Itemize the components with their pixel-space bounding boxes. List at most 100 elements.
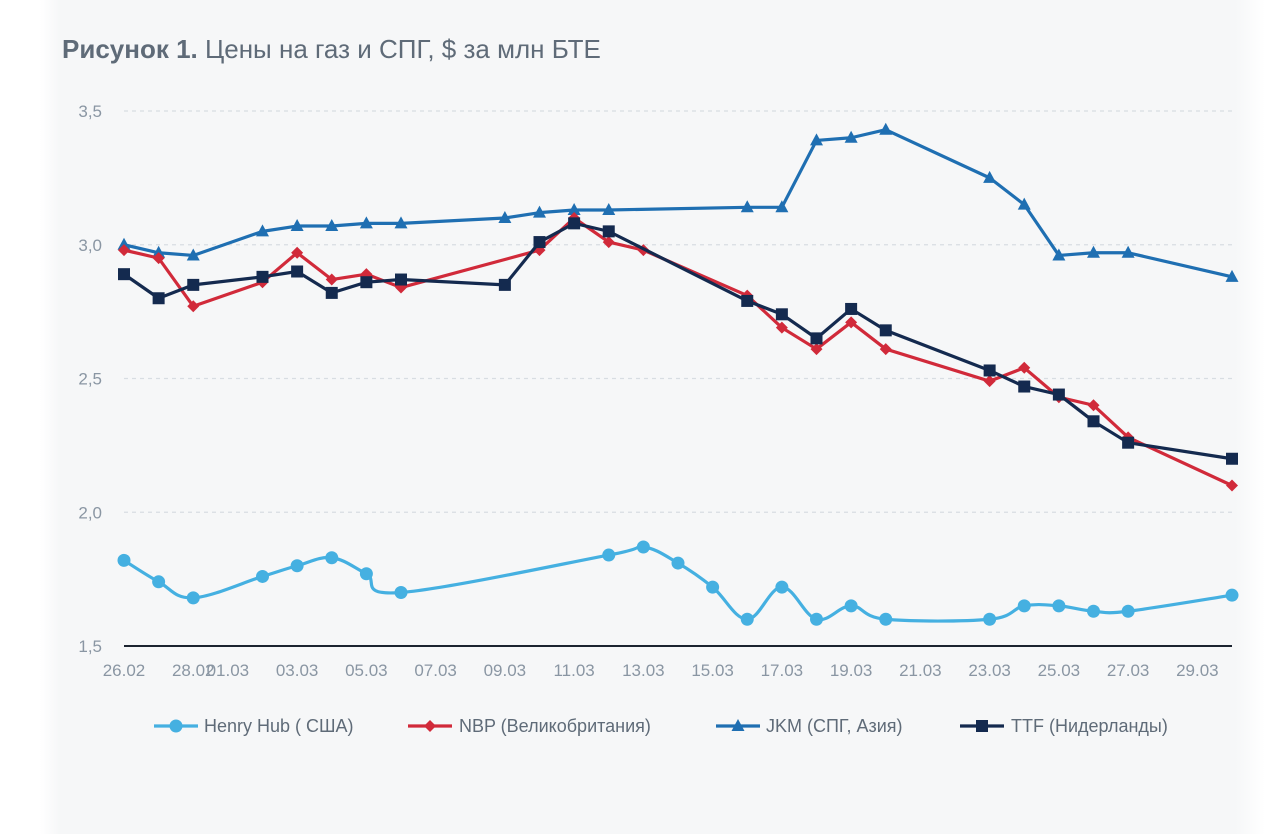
legend-item: JKM (СПГ, Азия) xyxy=(716,716,903,736)
data-point xyxy=(117,553,131,567)
data-point xyxy=(636,540,650,554)
data-point xyxy=(1017,599,1031,613)
data-point xyxy=(152,252,165,265)
data-point xyxy=(360,276,373,289)
data-point xyxy=(879,612,893,626)
data-point xyxy=(845,316,858,329)
data-point xyxy=(568,217,581,230)
data-point xyxy=(186,591,200,605)
data-point xyxy=(1087,245,1100,258)
x-tick-label: 15.03 xyxy=(691,661,734,680)
x-tick-label: 23.03 xyxy=(968,661,1011,680)
x-tick-label: 01.03 xyxy=(207,661,250,680)
data-point xyxy=(602,236,615,249)
data-point xyxy=(291,265,304,278)
y-tick-label: 2,5 xyxy=(78,370,102,389)
x-tick-label: 19.03 xyxy=(830,661,873,680)
data-point xyxy=(1018,380,1031,393)
data-point xyxy=(983,170,997,183)
x-tick-label: 09.03 xyxy=(484,661,527,680)
x-tick-label: 27.03 xyxy=(1107,661,1150,680)
x-tick-label: 11.03 xyxy=(553,661,594,680)
data-point xyxy=(706,580,720,594)
data-point xyxy=(983,375,996,388)
chart-title: Рисунок 1. Цены на газ и СПГ, $ за млн Б… xyxy=(62,34,601,65)
data-point xyxy=(325,273,338,286)
data-point xyxy=(152,292,165,305)
y-tick-label: 3,0 xyxy=(78,236,102,255)
legend-label: TTF (Нидерланды) xyxy=(1011,716,1168,736)
data-point xyxy=(845,302,858,315)
data-point xyxy=(983,612,997,626)
data-point xyxy=(290,559,304,573)
legend-item: NBP (Великобритания) xyxy=(408,716,651,736)
data-point xyxy=(775,580,789,594)
data-point xyxy=(1087,604,1100,618)
data-point xyxy=(983,364,996,377)
title-text: Цены на газ и СПГ, $ за млн БТЕ xyxy=(205,34,601,64)
data-point xyxy=(359,567,373,581)
data-point xyxy=(1225,588,1239,602)
x-tick-label: 28.02 xyxy=(172,661,215,680)
data-point xyxy=(810,343,823,356)
data-point xyxy=(1122,436,1135,449)
data-point xyxy=(152,245,166,258)
data-point xyxy=(810,332,823,345)
data-point xyxy=(290,219,304,232)
data-point xyxy=(394,586,408,599)
data-point xyxy=(844,599,858,613)
legend-marker xyxy=(424,720,436,732)
data-point xyxy=(187,278,200,291)
data-point xyxy=(1018,361,1031,374)
y-tick-label: 2,0 xyxy=(78,503,102,522)
data-point xyxy=(671,556,685,570)
data-point xyxy=(844,130,858,143)
data-point xyxy=(187,300,200,313)
data-point xyxy=(1121,245,1135,258)
data-point xyxy=(602,202,616,215)
legend-marker xyxy=(731,719,745,731)
data-point xyxy=(1226,452,1238,465)
data-point xyxy=(740,200,754,213)
data-point xyxy=(1017,197,1031,210)
figure-number: Рисунок 1. xyxy=(62,34,198,64)
data-point xyxy=(256,569,269,583)
data-point xyxy=(775,308,788,321)
legend-marker xyxy=(976,720,988,732)
data-point xyxy=(1052,599,1066,613)
data-point xyxy=(325,219,339,232)
series-line xyxy=(122,128,1234,279)
x-tick-label: 21.03 xyxy=(899,661,942,680)
legend-label: JKM (СПГ, Азия) xyxy=(766,716,903,736)
data-point xyxy=(256,270,269,283)
data-point xyxy=(741,294,754,307)
data-point xyxy=(394,216,408,229)
data-point xyxy=(1052,388,1065,401)
series-triangle xyxy=(117,122,1239,282)
data-point xyxy=(1052,248,1066,261)
data-point xyxy=(291,246,304,259)
data-point xyxy=(1087,415,1100,428)
x-tick-label: 07.03 xyxy=(414,661,457,680)
y-tick-label: 3,5 xyxy=(78,102,102,121)
series-line xyxy=(122,216,1234,488)
data-point xyxy=(359,216,373,229)
data-point xyxy=(810,133,823,146)
data-point xyxy=(775,200,789,213)
data-point xyxy=(1087,399,1100,412)
data-point xyxy=(325,551,339,565)
legend-item: TTF (Нидерланды) xyxy=(960,716,1168,736)
data-point xyxy=(740,612,754,626)
data-point xyxy=(879,122,893,135)
data-point xyxy=(879,343,892,356)
data-point xyxy=(602,548,616,562)
data-point xyxy=(567,202,581,215)
legend-label: NBP (Великобритания) xyxy=(459,716,651,736)
data-point xyxy=(256,224,269,237)
data-point xyxy=(186,248,200,261)
x-tick-label: 03.03 xyxy=(276,661,319,680)
series-circle xyxy=(117,540,1239,626)
data-point xyxy=(602,225,615,238)
